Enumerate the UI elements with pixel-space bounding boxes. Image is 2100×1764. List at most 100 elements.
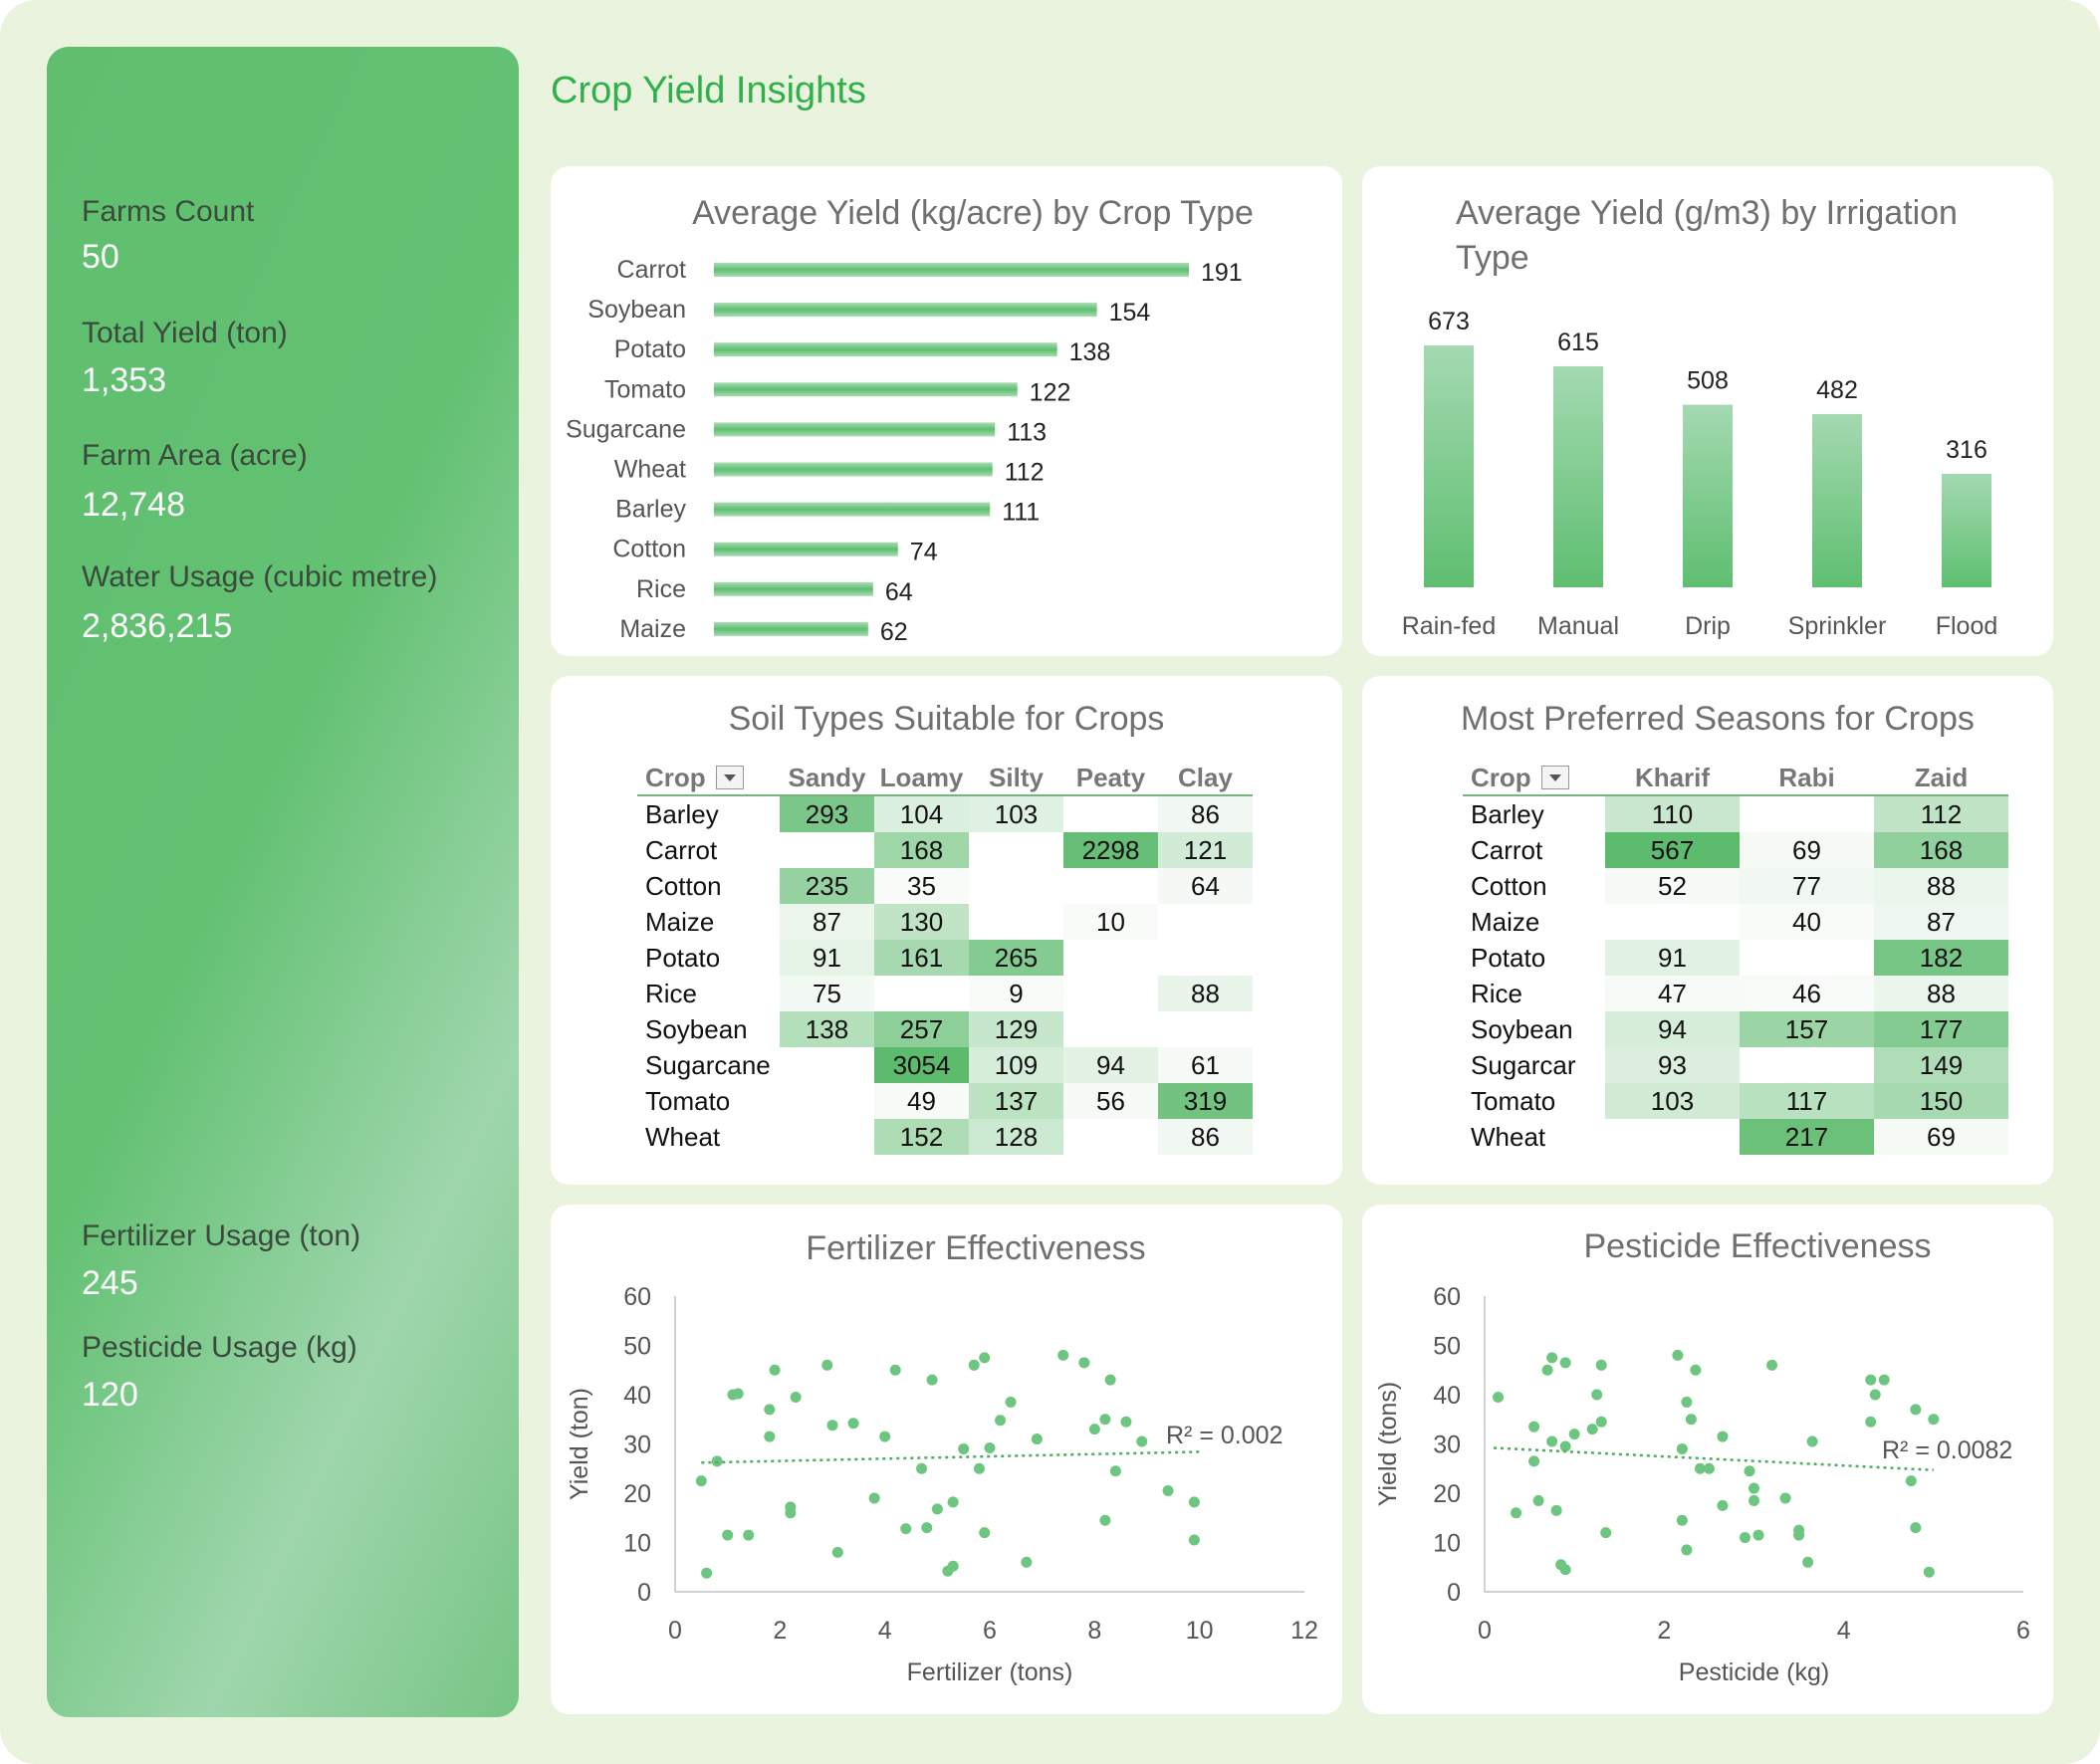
crop-yield-bar bbox=[714, 621, 868, 636]
scatter-point bbox=[1559, 1357, 1571, 1369]
scatter-point bbox=[1806, 1435, 1818, 1447]
scatter-point bbox=[1744, 1465, 1755, 1477]
y-tick-label: 20 bbox=[1433, 1480, 1461, 1508]
scatter-point bbox=[790, 1391, 802, 1403]
soil-value-cell bbox=[969, 868, 1063, 904]
season-value-cell: 91 bbox=[1605, 940, 1740, 976]
season-value-cell: 567 bbox=[1605, 832, 1740, 868]
soil-header-clay: Clay bbox=[1158, 761, 1253, 796]
scatter-point bbox=[826, 1420, 838, 1432]
scatter-point bbox=[1923, 1566, 1935, 1578]
season-header-kharif: Kharif bbox=[1605, 761, 1740, 796]
irrigation-category-label: Sprinkler bbox=[1788, 612, 1887, 640]
kpi-fertilizer-usage-value: 245 bbox=[82, 1264, 138, 1302]
scatter-point bbox=[926, 1374, 938, 1386]
season-crop-cell: Rice bbox=[1471, 978, 1523, 1008]
x-axis-title: Pesticide (kg) bbox=[1679, 1658, 1829, 1686]
soil-value-cell bbox=[1063, 1119, 1158, 1155]
season-value-cell: 93 bbox=[1605, 1047, 1740, 1083]
season-header-rabi: Rabi bbox=[1740, 761, 1874, 796]
soil-value-cell: 86 bbox=[1158, 795, 1253, 832]
y-tick-label: 60 bbox=[623, 1283, 651, 1311]
scatter-point bbox=[1559, 1564, 1571, 1576]
season-value-cell: 177 bbox=[1874, 1011, 2008, 1047]
y-tick-label: 30 bbox=[623, 1432, 651, 1459]
crop-yield-data-label: 74 bbox=[910, 539, 938, 566]
season-row: Sugarcar 93 149 bbox=[1463, 1047, 2008, 1083]
soil-row: Maize 87 130 10 bbox=[637, 904, 1253, 940]
scatter-point bbox=[1136, 1435, 1148, 1447]
crop-yield-bar bbox=[714, 462, 993, 477]
season-crop-cell: Wheat bbox=[1471, 1121, 1546, 1152]
filter-dropdown-icon[interactable] bbox=[1540, 765, 1569, 789]
kpi-farm-area-label: Farm Area (acre) bbox=[82, 439, 308, 472]
season-value-cell: 52 bbox=[1605, 868, 1740, 904]
soil-value-cell: 121 bbox=[1158, 832, 1253, 868]
soil-value-cell: 9 bbox=[969, 976, 1063, 1011]
irrigation-data-label: 615 bbox=[1557, 329, 1599, 356]
scatter-point bbox=[821, 1359, 833, 1371]
soil-header-silty: Silty bbox=[969, 761, 1063, 796]
soil-row: Carrot 168 2298 121 bbox=[637, 832, 1253, 868]
y-axis-title: Yield (tons) bbox=[1374, 1382, 1402, 1507]
season-value-cell: 88 bbox=[1874, 868, 2008, 904]
crop-yield-data-label: 62 bbox=[880, 618, 908, 646]
soil-value-cell: 35 bbox=[874, 868, 969, 904]
scatter-point bbox=[921, 1522, 933, 1534]
scatter-point bbox=[732, 1388, 744, 1400]
season-value-cell bbox=[1740, 1047, 1874, 1083]
scatter-point bbox=[1676, 1442, 1688, 1454]
soil-value-cell bbox=[969, 832, 1063, 868]
x-tick-label: 6 bbox=[983, 1617, 997, 1645]
crop-yield-bar bbox=[714, 303, 1097, 318]
crop-category-label: Rice bbox=[636, 575, 686, 603]
kpi-pesticide-usage-label: Pesticide Usage (kg) bbox=[82, 1331, 357, 1364]
soil-crop-cell: Sugarcane bbox=[645, 1049, 771, 1080]
scatter-point bbox=[1717, 1431, 1729, 1442]
soil-value-cell: 56 bbox=[1063, 1083, 1158, 1119]
soil-pivot-table: Crop Sandy Loamy Silty Peaty Clay Barley 293 10… bbox=[637, 761, 1253, 1155]
season-crop-cell: Cotton bbox=[1471, 870, 1547, 901]
crop-category-label: Sugarcane bbox=[566, 415, 686, 443]
scatter-point bbox=[1541, 1364, 1553, 1376]
scatter-point bbox=[1591, 1389, 1603, 1401]
soil-value-cell: 152 bbox=[874, 1119, 969, 1155]
soil-value-cell: 104 bbox=[874, 795, 969, 832]
season-header-crop: Crop bbox=[1463, 761, 1605, 796]
crop-category-label: Carrot bbox=[617, 256, 687, 284]
y-tick-label: 20 bbox=[623, 1480, 651, 1508]
y-tick-label: 40 bbox=[623, 1382, 651, 1410]
crop-yield-chart-title: Average Yield (kg/acre) by Crop Type bbox=[692, 194, 1254, 232]
scatter-point bbox=[1676, 1514, 1688, 1526]
scatter-point bbox=[1910, 1522, 1922, 1534]
scatter-point bbox=[1532, 1494, 1544, 1506]
season-row: Cotton 52 77 88 bbox=[1463, 868, 2008, 904]
scatter-point bbox=[1779, 1492, 1791, 1504]
irrigation-bar bbox=[1553, 365, 1603, 587]
scatter-point bbox=[1162, 1485, 1174, 1497]
season-value-cell: 94 bbox=[1605, 1011, 1740, 1047]
season-crop-cell: Soybean bbox=[1471, 1013, 1573, 1044]
scatter-point bbox=[701, 1567, 713, 1579]
scatter-point bbox=[1802, 1556, 1814, 1568]
filter-dropdown-icon[interactable] bbox=[715, 765, 744, 789]
crop-category-label: Soybean bbox=[587, 296, 686, 324]
scatter-point bbox=[1672, 1349, 1684, 1361]
season-crop-cell: Potato bbox=[1471, 942, 1546, 973]
scatter-point bbox=[968, 1359, 980, 1371]
soil-crop-cell: Tomato bbox=[645, 1085, 731, 1116]
crop-yield-data-label: 64 bbox=[885, 578, 913, 606]
y-tick-label: 0 bbox=[1447, 1579, 1461, 1607]
trendline bbox=[701, 1450, 1200, 1464]
season-value-cell: 88 bbox=[1874, 976, 2008, 1011]
soil-value-cell: 103 bbox=[969, 795, 1063, 832]
x-tick-label: 0 bbox=[1478, 1617, 1492, 1645]
soil-value-cell: 2298 bbox=[1063, 832, 1158, 868]
crop-yield-bar bbox=[714, 263, 1189, 277]
season-value-cell bbox=[1605, 904, 1740, 940]
scatter-point bbox=[847, 1418, 859, 1430]
soil-value-cell bbox=[780, 1083, 874, 1119]
irrigation-data-label: 482 bbox=[1816, 376, 1858, 404]
soil-value-cell: 88 bbox=[1158, 976, 1253, 1011]
scatter-point bbox=[1120, 1416, 1132, 1428]
